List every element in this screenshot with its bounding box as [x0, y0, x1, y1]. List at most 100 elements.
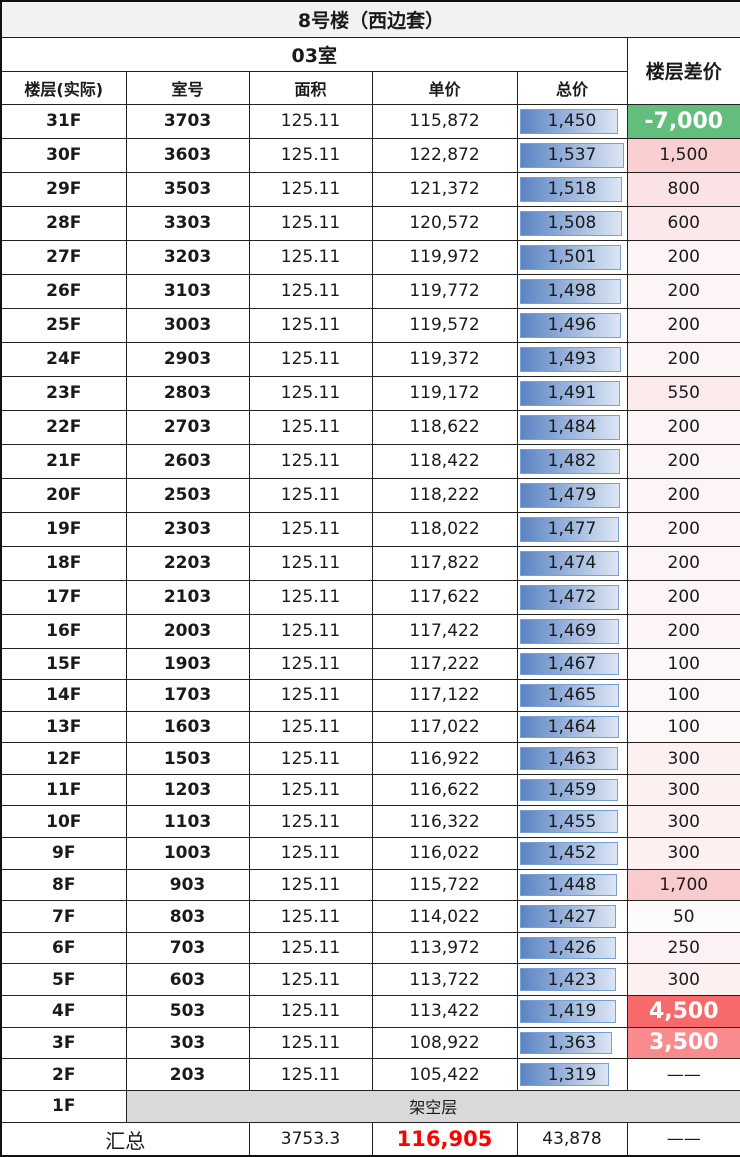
table-row: 13F 1603 125.11 117,022 1,464 100 — [0, 710, 740, 744]
data-bar — [519, 1063, 609, 1086]
total-price-value: 1,479 — [547, 485, 597, 505]
room-cell: 2703 — [125, 409, 250, 445]
unit-price-cell: 116,922 — [371, 742, 518, 775]
floor-diff-cell: 200 — [626, 307, 740, 343]
unit-price-cell: 120,572 — [371, 205, 518, 241]
total-price-value: 1,477 — [547, 519, 597, 539]
unit-price-cell: 121,372 — [371, 171, 518, 207]
total-price-value: 1,467 — [547, 653, 597, 674]
total-price-cell: 1,427 — [516, 900, 628, 933]
area-cell: 125.11 — [248, 868, 373, 902]
total-price-value: 1,474 — [547, 553, 597, 573]
col-unit-price: 单价 — [371, 70, 518, 105]
data-bar — [519, 905, 617, 928]
area-cell: 125.11 — [248, 773, 373, 807]
area-cell: 125.11 — [248, 375, 373, 411]
total-price-value: 1,501 — [547, 247, 597, 267]
floor-cell: 19F — [0, 511, 127, 547]
floor-diff-cell: —— — [626, 1058, 740, 1091]
unit-price-cell: 113,422 — [371, 995, 518, 1028]
total-price-cell: 1,501 — [516, 239, 628, 275]
table-row: 28F 3303 125.11 120,572 1,508 600 — [0, 205, 740, 241]
floor-cell: 12F — [0, 742, 127, 775]
floor-cell: 29F — [0, 171, 127, 207]
floor-diff-cell: 200 — [626, 443, 740, 479]
total-price-cell: 1,479 — [516, 477, 628, 513]
unit-price-cell: 105,422 — [371, 1058, 518, 1091]
floor-diff-cell: 100 — [626, 710, 740, 744]
area-cell: 125.11 — [248, 613, 373, 649]
room-cell: 3103 — [125, 273, 250, 309]
unit-price-cell: 118,222 — [371, 477, 518, 513]
floor-cell: 13F — [0, 710, 127, 744]
total-price-cell: 1,491 — [516, 375, 628, 411]
floor-cell: 14F — [0, 679, 127, 712]
floor-cell: 16F — [0, 613, 127, 649]
data-bar — [519, 278, 621, 304]
room-cell: 1903 — [125, 647, 250, 681]
total-price-value: 1,472 — [547, 587, 597, 607]
floor-diff-cell: 200 — [626, 477, 740, 513]
total-price-value: 1,452 — [547, 843, 597, 864]
total-price-cell: 1,419 — [516, 995, 628, 1028]
floor-cell: 26F — [0, 273, 127, 309]
total-row: 汇总 3753.3 116,905 43,878 —— — [0, 1121, 740, 1157]
table-row: 20F 2503 125.11 118,222 1,479 200 — [0, 477, 740, 513]
col-room: 室号 — [125, 70, 250, 105]
table-title: 8号楼（西边套） — [0, 0, 740, 38]
unit-price-cell: 108,922 — [371, 1026, 518, 1060]
unit-price-cell: 117,122 — [371, 679, 518, 712]
floor-cell: 22F — [0, 409, 127, 445]
data-bar — [519, 142, 624, 168]
unit-price-cell: 117,022 — [371, 710, 518, 744]
floor-cell: 11F — [0, 773, 127, 807]
table-row: 31F 3703 125.11 115,872 1,450 -7,000 — [0, 103, 740, 139]
table-row: 23F 2803 125.11 119,172 1,491 550 — [0, 375, 740, 411]
data-bar — [519, 380, 621, 406]
total-price-cell: 1,448 — [516, 868, 628, 902]
total-price-cell: 1,319 — [516, 1058, 628, 1091]
floor-diff-cell: 1,700 — [626, 868, 740, 902]
total-label: 汇总 — [0, 1121, 250, 1157]
total-price-value: 1,423 — [547, 969, 597, 990]
data-bar — [519, 684, 619, 707]
area-cell: 125.11 — [248, 900, 373, 933]
table-row: 30F 3603 125.11 122,872 1,537 1,500 — [0, 137, 740, 173]
stilt-floor-label: 架空层 — [125, 1089, 740, 1123]
total-price-cell: 1,423 — [516, 963, 628, 997]
room-cell: 2303 — [125, 511, 250, 547]
floor-diff-cell: 200 — [626, 579, 740, 615]
floor-cell: 3F — [0, 1026, 127, 1060]
room-cell: 1603 — [125, 710, 250, 744]
table-row: 21F 2603 125.11 118,422 1,482 200 — [0, 443, 740, 479]
unit-price-cell: 115,872 — [371, 103, 518, 139]
total-price-value: 1,518 — [547, 179, 597, 199]
total-price-cell: 1,484 — [516, 409, 628, 445]
room-cell: 3503 — [125, 171, 250, 207]
room-cell: 1003 — [125, 837, 250, 870]
unit-price-cell: 119,772 — [371, 273, 518, 309]
area-cell: 125.11 — [248, 341, 373, 377]
total-price-value: 1,482 — [547, 451, 597, 471]
total-price-value: 1,508 — [547, 213, 597, 233]
data-bar — [519, 747, 619, 770]
unit-price-cell: 118,422 — [371, 443, 518, 479]
floor-diff-cell: 600 — [626, 205, 740, 241]
total-price-cell: 1,455 — [516, 805, 628, 839]
floor-cell: 10F — [0, 805, 127, 839]
total-price-sum: 43,878 — [516, 1121, 628, 1157]
floor-diff-cell: 200 — [626, 511, 740, 547]
area-cell: 125.11 — [248, 511, 373, 547]
total-price-value: 1,491 — [547, 383, 597, 403]
data-bar — [519, 618, 619, 644]
room-cell: 3303 — [125, 205, 250, 241]
room-cell: 3603 — [125, 137, 250, 173]
area-cell: 125.11 — [248, 137, 373, 173]
floor-cell: 7F — [0, 900, 127, 933]
floor-cell: 8F — [0, 868, 127, 902]
floor-diff-cell: 200 — [626, 273, 740, 309]
floor-cell: 6F — [0, 931, 127, 965]
area-cell: 125.11 — [248, 579, 373, 615]
total-price-value: 1,459 — [547, 780, 597, 801]
